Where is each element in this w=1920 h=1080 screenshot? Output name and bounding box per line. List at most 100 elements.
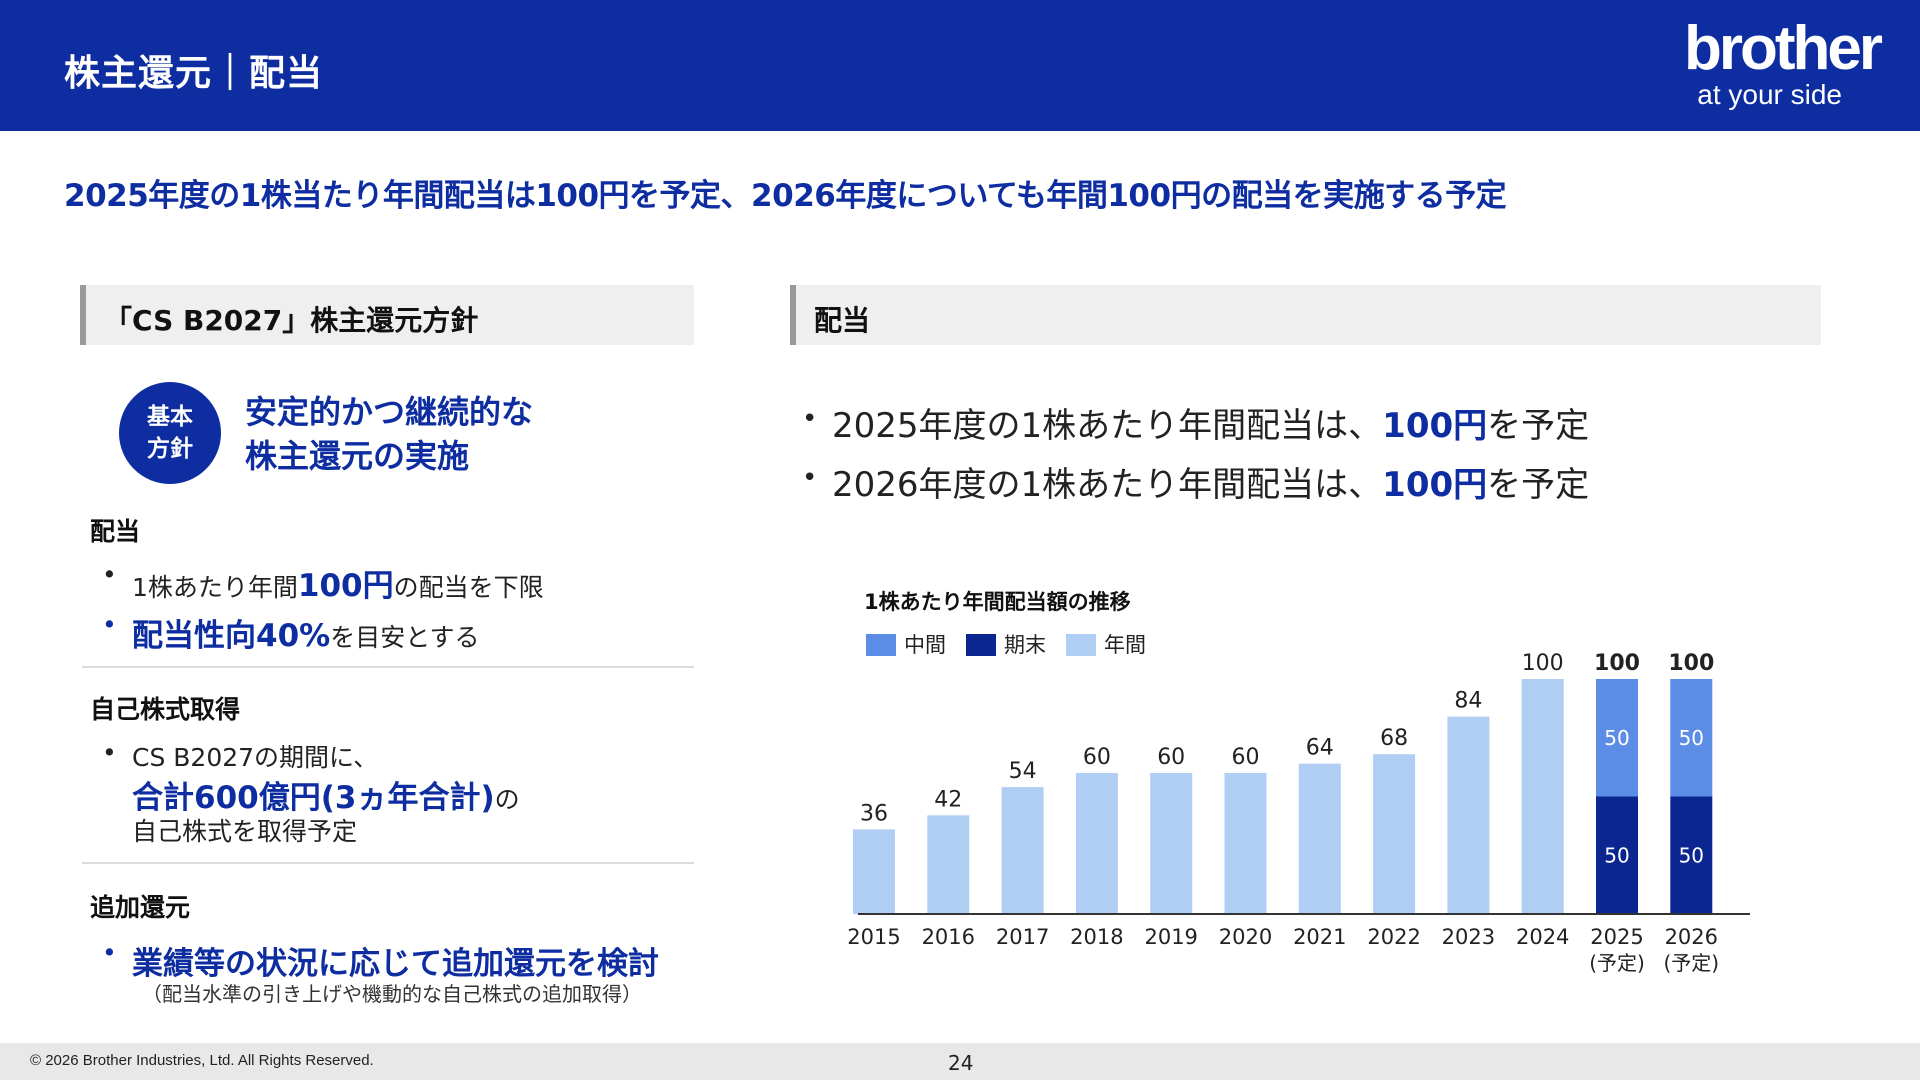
buyback-heading: 自己株式取得 [90, 695, 241, 724]
dividend-bullet-1: 1株あたり年間100円の配当を下限 [102, 560, 544, 605]
buyback-bullet: CS B2027の期間に、 [102, 738, 379, 774]
highlight-amount: 100円 [1382, 406, 1488, 446]
policy-line1: 安定的かつ継続的な [245, 393, 534, 431]
bar-annual-2023 [1447, 716, 1490, 914]
text-segment: CS B2027の期間に、 [132, 743, 379, 772]
legend-label: 中間 [904, 633, 946, 657]
bar-interim-2025 [1596, 679, 1638, 797]
logo-wordmark: brother [1684, 14, 1883, 83]
page-title: 株主還元｜配当 [64, 53, 324, 94]
legend-yearend: 期末 [966, 629, 1046, 659]
bar-annual-2021 [1298, 763, 1341, 914]
headline: 2025年度の1株当たり年間配当は100円を予定、2026年度についても年間10… [64, 178, 1507, 214]
data-label-total: 100 [1594, 651, 1640, 676]
bar-annual-2024 [1521, 679, 1564, 914]
x-tick-sublabel: (予定) [1663, 951, 1719, 975]
header-bar: 株主還元｜配当 brother at your side [0, 0, 1920, 131]
divider [82, 862, 694, 864]
data-label-total: 84 [1454, 689, 1482, 714]
bar-yearend-2026 [1670, 796, 1713, 914]
x-tick-label: 2026 [1665, 925, 1718, 949]
additional-heading: 追加還元 [90, 893, 191, 922]
data-label-total: 68 [1380, 726, 1408, 751]
data-label-total: 42 [934, 787, 962, 812]
data-label-total: 100 [1668, 651, 1714, 676]
buyback-amount-highlight: 合計600億円(3ヵ年合計) [132, 780, 495, 816]
x-tick-label: 2023 [1442, 925, 1495, 949]
text-segment: の [494, 785, 520, 814]
legend-interim: 中間 [866, 629, 946, 659]
basic-policy-text: 安定的かつ継続的な 株主還元の実施 [245, 390, 533, 478]
data-label-total: 60 [1083, 745, 1111, 770]
policy-section-header: 「CS B2027」株主還元方針 [80, 285, 694, 345]
data-label-total: 100 [1522, 651, 1564, 676]
x-tick-label: 2018 [1070, 925, 1123, 949]
highlight-amount: 100円 [297, 568, 394, 604]
legend-annual: 年間 [1066, 629, 1146, 659]
x-tick-label: 2024 [1516, 925, 1569, 949]
payout-ratio-highlight: 配当性向40% [132, 618, 331, 654]
bar-annual-2018 [1075, 773, 1118, 914]
data-label-interim: 50 [1679, 726, 1704, 750]
text-segment: 2025年度の1株あたり年間配当は、 [832, 406, 1383, 446]
bar-annual-2019 [1150, 773, 1193, 914]
text-segment: を予定 [1487, 406, 1590, 446]
text-segment: を目安とする [330, 623, 480, 652]
buyback-line2: 合計600億円(3ヵ年合計)の [132, 772, 520, 817]
basic-policy-badge: 基本 方針 [119, 382, 221, 484]
legend-swatch [966, 634, 996, 656]
legend-swatch [1066, 634, 1096, 656]
text-segment: 1株あたり年間 [132, 573, 298, 602]
buyback-line3: 自己株式を取得予定 [132, 817, 358, 846]
dividend-plan-2026: 2026年度の1株あたり年間配当は、100円を予定 [802, 457, 1589, 506]
badge-line2: 方針 [147, 436, 193, 462]
policy-section-title: 「CS B2027」株主還元方針 [104, 304, 479, 337]
bar-interim-2026 [1670, 679, 1713, 797]
data-label-total: 60 [1232, 745, 1260, 770]
x-tick-label: 2017 [996, 925, 1049, 949]
logo-tagline: at your side [1697, 79, 1842, 110]
text-segment: の配当を下限 [393, 573, 544, 602]
x-tick-label: 2019 [1144, 925, 1197, 949]
data-label-yearend: 50 [1604, 843, 1629, 867]
x-tick-label: 2022 [1367, 925, 1420, 949]
x-tick-sublabel: (予定) [1589, 951, 1645, 975]
data-label-yearend: 50 [1679, 843, 1704, 867]
data-label-interim: 50 [1604, 726, 1629, 750]
additional-bullet: 業績等の状況に応じて追加還元を検討 [102, 938, 659, 983]
dividend-bar-chart: 36 2015 42 2016 54 2017 60 2018 60 2019 60 2020 64 20… [847, 651, 1750, 975]
page-number: 24 [948, 1051, 974, 1075]
dividend-section-header: 配当 [790, 285, 1821, 345]
x-tick-label: 2021 [1293, 925, 1346, 949]
x-tick-label: 2016 [922, 925, 975, 949]
bar-annual-2017 [1001, 787, 1044, 914]
chart-title: 1株あたり年間配当額の推移 [864, 590, 1131, 614]
bar-annual-2020 [1224, 773, 1267, 914]
data-label-total: 60 [1157, 745, 1185, 770]
bar-annual-2015 [853, 829, 895, 914]
data-label-total: 36 [860, 801, 888, 826]
dividend-section-title: 配当 [814, 304, 871, 337]
legend-swatch [866, 634, 896, 656]
bar-yearend-2025 [1596, 796, 1638, 914]
dividend-bullet-2: 配当性向40%を目安とする [102, 610, 480, 655]
legend-label: 期末 [1004, 633, 1046, 657]
additional-note: （配当水準の引き上げや機動的な自己株式の追加取得） [142, 982, 642, 1006]
divider [82, 666, 694, 668]
data-label-total: 64 [1306, 736, 1334, 761]
bar-annual-2022 [1373, 754, 1416, 914]
legend-label: 年間 [1104, 633, 1146, 657]
text-segment: 2026年度の1株あたり年間配当は、 [832, 465, 1383, 505]
footer: © 2026 Brother Industries, Ltd. All Righ… [0, 1043, 1920, 1080]
highlight-amount: 100円 [1382, 465, 1488, 505]
brother-logo: brother at your side [1650, 14, 1883, 118]
text-segment: 業績等の状況に応じて追加還元を検討 [132, 946, 659, 982]
x-tick-label: 2025 [1590, 925, 1643, 949]
bar-annual-2016 [927, 815, 970, 914]
dividend-plan-2025: 2025年度の1株あたり年間配当は、100円を予定 [802, 398, 1589, 447]
x-tick-label: 2020 [1219, 925, 1272, 949]
x-tick-label: 2015 [847, 925, 900, 949]
text-segment: を予定 [1487, 465, 1590, 505]
dividend-heading: 配当 [90, 517, 141, 546]
copyright: © 2026 Brother Industries, Ltd. All Righ… [30, 1052, 374, 1069]
